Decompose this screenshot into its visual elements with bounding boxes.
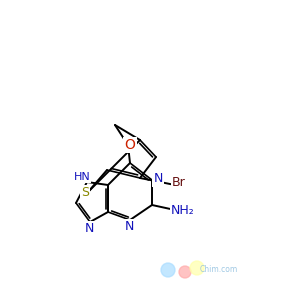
Text: N: N xyxy=(84,221,94,235)
Text: Br: Br xyxy=(172,176,186,188)
Text: N: N xyxy=(124,220,134,232)
Text: O: O xyxy=(124,138,135,152)
Text: HN: HN xyxy=(74,172,90,182)
Text: N: N xyxy=(153,172,163,185)
Circle shape xyxy=(161,263,175,277)
Circle shape xyxy=(179,266,191,278)
Circle shape xyxy=(190,261,204,275)
Text: NH₂: NH₂ xyxy=(171,203,195,217)
Text: S: S xyxy=(81,185,89,199)
Text: Chim.com: Chim.com xyxy=(200,266,238,274)
